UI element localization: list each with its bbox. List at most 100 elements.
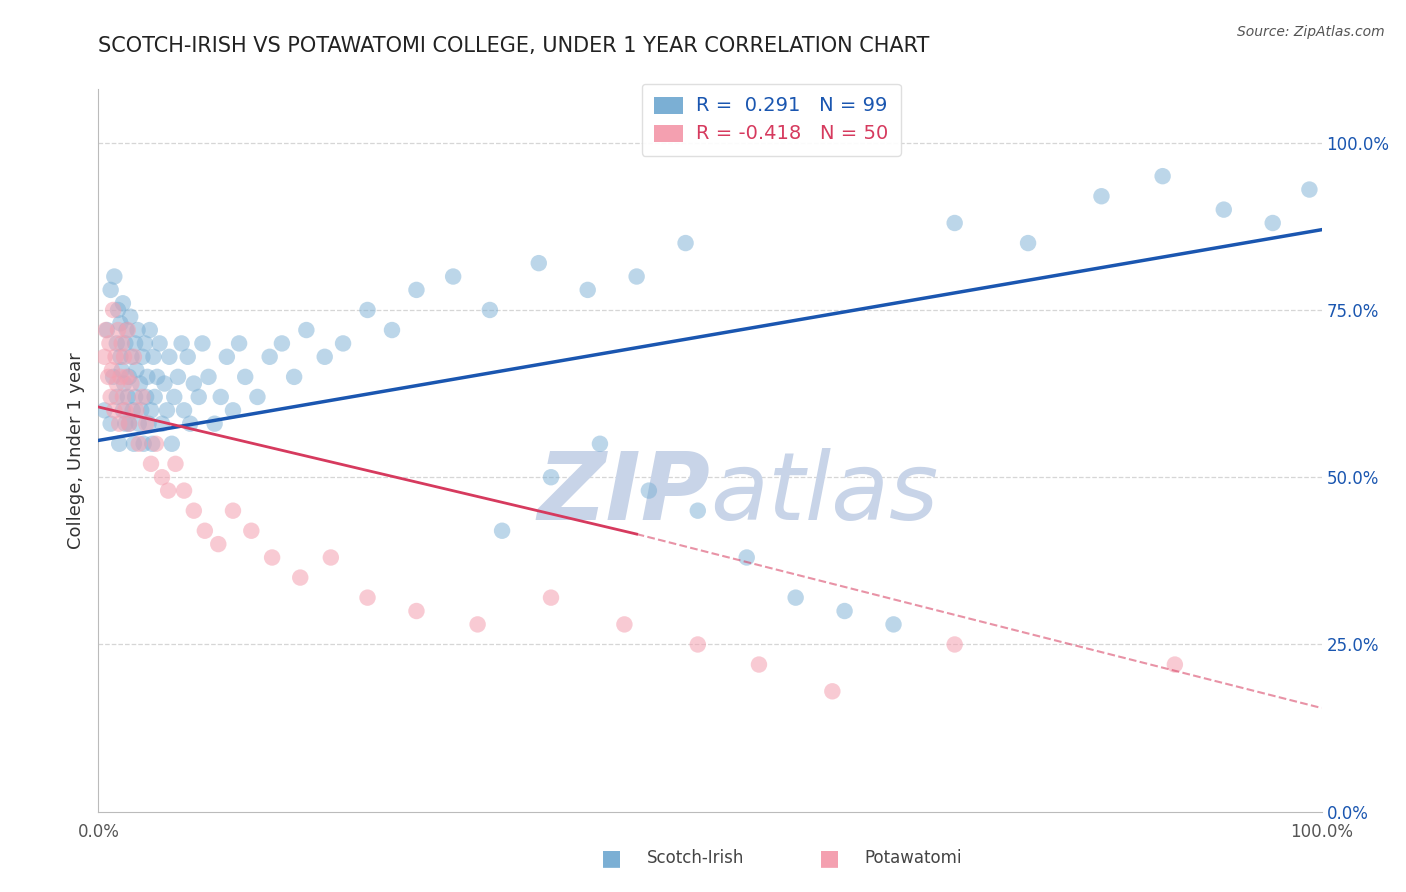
Point	[93, 403, 115, 417]
Point	[637, 483, 661, 498]
Text: ■: ■	[820, 848, 839, 868]
Point	[105, 336, 128, 351]
Point	[134, 336, 156, 351]
Point	[270, 336, 294, 351]
Point	[179, 417, 201, 431]
Point	[122, 350, 145, 364]
Point	[94, 323, 117, 337]
Point	[626, 269, 648, 284]
Point	[101, 369, 124, 384]
Point	[589, 436, 612, 450]
Point	[295, 323, 318, 337]
Point	[1261, 216, 1284, 230]
Text: atlas: atlas	[710, 449, 938, 540]
Point	[215, 350, 238, 364]
Point	[138, 417, 160, 431]
Point	[111, 363, 134, 377]
Point	[107, 323, 129, 337]
Point	[246, 390, 269, 404]
Point	[356, 303, 378, 318]
Point	[356, 591, 378, 605]
Point	[150, 470, 173, 484]
Point	[183, 503, 205, 517]
Text: Source: ZipAtlas.com: Source: ZipAtlas.com	[1237, 25, 1385, 39]
Point	[121, 403, 143, 417]
Point	[135, 390, 157, 404]
Point	[943, 216, 966, 230]
Point	[135, 417, 157, 431]
Point	[97, 369, 120, 384]
Point	[194, 524, 217, 538]
Point	[112, 376, 135, 391]
Point	[167, 369, 190, 384]
Point	[259, 350, 281, 364]
Point	[405, 283, 427, 297]
Point	[139, 457, 162, 471]
Point	[197, 369, 219, 384]
Point	[111, 336, 134, 351]
Point	[319, 550, 342, 565]
Point	[233, 369, 256, 384]
Point	[143, 390, 166, 404]
Point	[1298, 182, 1320, 196]
Point	[290, 571, 312, 585]
Point	[1164, 657, 1187, 672]
Point	[170, 336, 193, 351]
Point	[240, 524, 263, 538]
Point	[111, 296, 134, 310]
Point	[675, 236, 697, 251]
Point	[686, 503, 709, 517]
Point	[139, 323, 162, 337]
Point	[105, 390, 128, 404]
Point	[129, 403, 152, 417]
Point	[163, 390, 186, 404]
Point	[124, 390, 146, 404]
Text: Scotch-Irish: Scotch-Irish	[647, 849, 744, 867]
Point	[120, 350, 142, 364]
Point	[139, 403, 162, 417]
Point	[111, 403, 134, 417]
Point	[156, 403, 179, 417]
Point	[131, 390, 153, 404]
Point	[576, 283, 599, 297]
Point	[177, 350, 200, 364]
Point	[153, 376, 176, 391]
Point	[209, 390, 232, 404]
Point	[103, 403, 125, 417]
Point	[108, 436, 131, 450]
Point	[157, 350, 180, 364]
Point	[122, 436, 145, 450]
Point	[118, 417, 141, 431]
Text: ■: ■	[602, 848, 621, 868]
Point	[748, 657, 770, 672]
Point	[173, 403, 195, 417]
Point	[165, 457, 187, 471]
Point	[108, 417, 131, 431]
Point	[115, 323, 138, 337]
Point	[114, 403, 136, 417]
Point	[467, 617, 489, 632]
Point	[883, 617, 905, 632]
Point	[943, 637, 966, 651]
Point	[222, 403, 245, 417]
Point	[441, 269, 464, 284]
Point	[491, 524, 513, 538]
Point	[540, 591, 562, 605]
Point	[834, 604, 856, 618]
Point	[100, 417, 122, 431]
Point	[132, 436, 155, 450]
Point	[405, 604, 427, 618]
Point	[222, 503, 245, 517]
Point	[150, 417, 173, 431]
Point	[157, 483, 180, 498]
Point	[735, 550, 758, 565]
Point	[117, 323, 139, 337]
Point	[262, 550, 284, 565]
Point	[110, 317, 132, 331]
Point	[478, 303, 501, 318]
Point	[120, 310, 142, 324]
Point	[381, 323, 404, 337]
Point	[114, 336, 136, 351]
Point	[613, 617, 636, 632]
Point	[101, 303, 124, 318]
